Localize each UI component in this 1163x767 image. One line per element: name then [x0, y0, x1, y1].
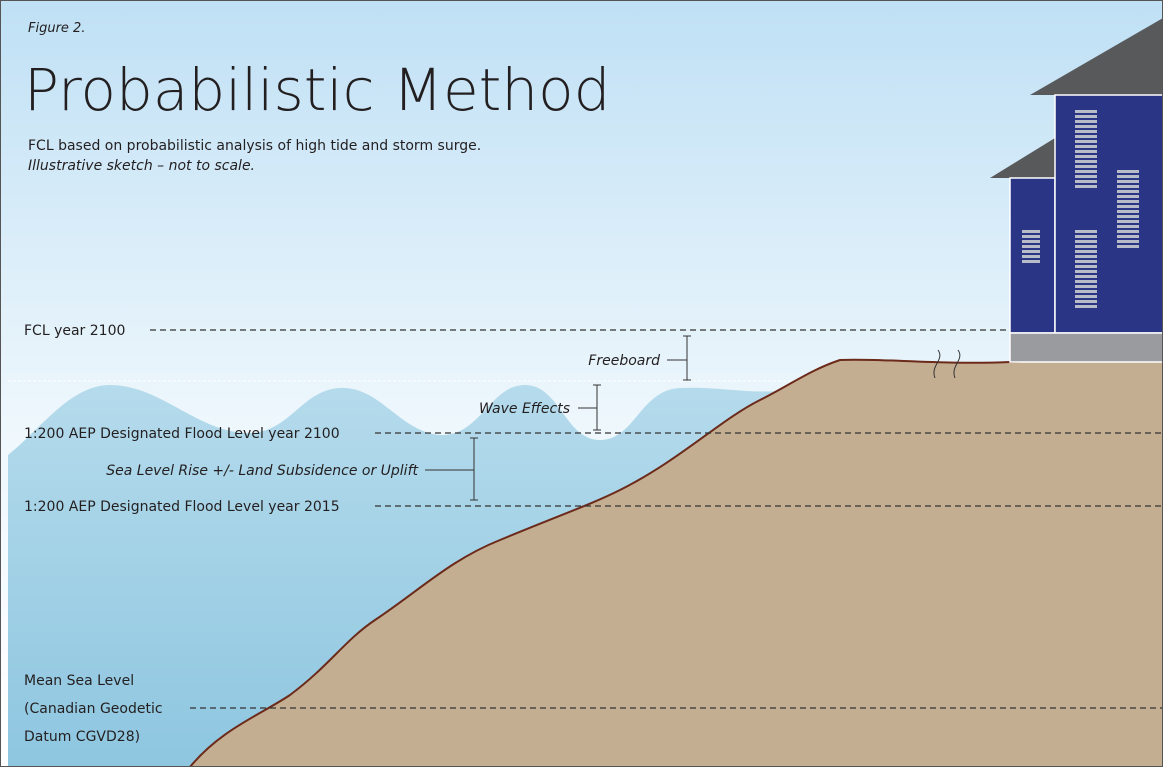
figure-label: Figure 2.: [28, 21, 85, 36]
msl-label: Mean Sea Level: [24, 673, 134, 689]
annotation: Wave Effects: [479, 401, 570, 417]
level-label: 1:200 AEP Designated Flood Level year 21…: [24, 426, 340, 442]
note: Illustrative sketch – not to scale.: [28, 158, 255, 174]
level-label: FCL year 2100: [24, 323, 125, 339]
title: Probabilistic Method: [24, 56, 610, 124]
annotation: Sea Level Rise +/- Land Subsidence or Up…: [106, 463, 418, 479]
msl-label: (Canadian Geodetic: [24, 701, 163, 717]
house: [933, 18, 1163, 379]
subtitle: FCL based on probabilistic analysis of h…: [28, 138, 481, 154]
level-label: 1:200 AEP Designated Flood Level year 20…: [24, 499, 340, 515]
msl-label: Datum CGVD28): [24, 729, 140, 745]
level-lines: [150, 329, 1163, 709]
annotation: Freeboard: [588, 353, 660, 369]
land: [188, 353, 1163, 767]
dimension-bars: [425, 335, 691, 501]
